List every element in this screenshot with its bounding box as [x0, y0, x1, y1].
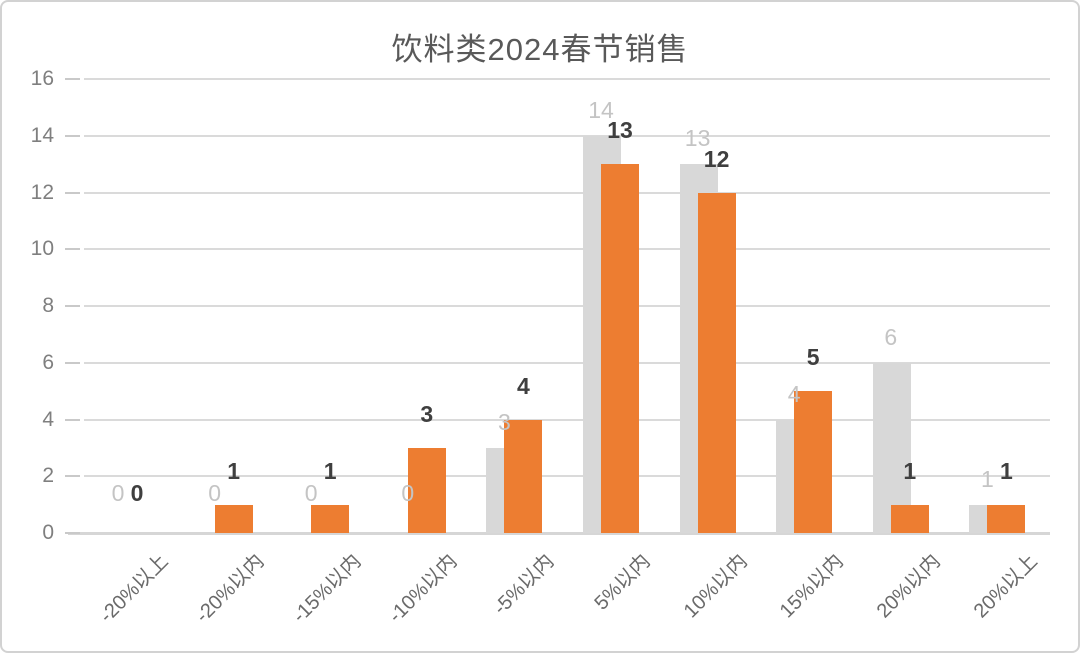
data-label-series-orange: 1	[999, 457, 1013, 484]
gridline	[84, 134, 1050, 137]
data-label-series-orange: 12	[703, 145, 730, 172]
y-axis-tick	[65, 305, 80, 307]
data-label-series-orange: 1	[227, 457, 240, 484]
y-axis-tick-label: 6	[42, 350, 54, 374]
bar-series-orange	[311, 504, 350, 533]
gridline	[84, 248, 1050, 251]
bar-series-orange	[504, 419, 543, 533]
data-label-series-orange: 4	[516, 372, 530, 399]
data-label-series-orange: 5	[806, 344, 820, 371]
y-axis-tick-label: 8	[42, 294, 54, 317]
x-axis-category-label: -15%以内	[288, 550, 366, 628]
y-axis-tick-label: 4	[42, 407, 54, 431]
data-label-series-gray: 6	[884, 323, 898, 350]
bar-series-orange	[794, 391, 833, 533]
bar-series-orange	[697, 192, 736, 533]
x-axis-category-label: 20%以内	[872, 550, 945, 623]
x-axis-category-label: 15%以内	[776, 550, 849, 623]
data-label-series-gray: 1	[980, 465, 994, 492]
x-axis-category-label: -20%以内	[191, 550, 269, 628]
y-axis-tick-label: 2	[42, 464, 54, 488]
x-axis-category-label: 10%以内	[679, 550, 752, 623]
gridline	[84, 78, 1050, 80]
y-axis-tick	[65, 361, 80, 364]
bar-series-orange	[601, 164, 639, 533]
data-label-series-gray: 0	[401, 480, 415, 506]
y-axis-tick-label: 14	[30, 123, 54, 147]
data-label-series-gray: 4	[787, 380, 801, 407]
x-axis-category-label: 20%以上	[969, 550, 1042, 623]
gridline	[84, 475, 1050, 478]
data-label-series-gray: 0	[208, 480, 221, 506]
bar-series-orange	[890, 504, 929, 533]
plot-area: 0 0 0 1 0 1 0 3 3 4 14 13 13 12 4 5 6 1 1 1	[68, 78, 1050, 535]
y-axis-tick	[65, 532, 80, 534]
y-axis-tick	[65, 248, 80, 251]
gridline	[68, 532, 1050, 535]
data-label-series-gray: 14	[588, 96, 614, 123]
gridline	[84, 305, 1050, 307]
y-axis-tick	[65, 418, 80, 421]
bar-series-orange	[407, 447, 446, 533]
y-axis-tick	[65, 191, 80, 194]
data-label-series-orange: 13	[607, 117, 633, 144]
gridline	[84, 418, 1050, 421]
y-axis-tick	[65, 78, 80, 80]
x-axis-category-label: -20%以上	[95, 550, 173, 628]
bar-series-orange	[987, 504, 1026, 533]
data-label-series-gray: 13	[684, 125, 711, 152]
y-axis-tick	[65, 475, 80, 478]
x-axis-category-label: -10%以内	[385, 550, 462, 628]
bar-series-orange	[214, 504, 253, 533]
chart-title: 饮料类2024春节销售	[391, 32, 689, 67]
data-label-series-orange: 3	[420, 400, 434, 427]
x-axis-category-label: -5%以内	[489, 550, 559, 620]
gridline	[84, 191, 1050, 194]
data-label-series-gray: 0	[304, 480, 318, 506]
data-label-series-orange: 1	[903, 457, 917, 484]
data-label-series-gray: 3	[497, 408, 511, 435]
data-label-series-orange: 0	[130, 480, 144, 506]
y-axis-tick-label: 16	[30, 67, 54, 90]
x-axis-category-label: 5%以内	[590, 550, 656, 615]
data-label-series-gray: 0	[111, 480, 125, 506]
y-axis-tick-label: 12	[30, 180, 54, 204]
gridline	[84, 361, 1050, 364]
data-label-series-orange: 1	[323, 457, 337, 484]
y-axis-tick-label: 10	[30, 237, 54, 261]
y-axis-tick-label: 0	[42, 521, 54, 544]
y-axis-tick	[65, 134, 80, 137]
